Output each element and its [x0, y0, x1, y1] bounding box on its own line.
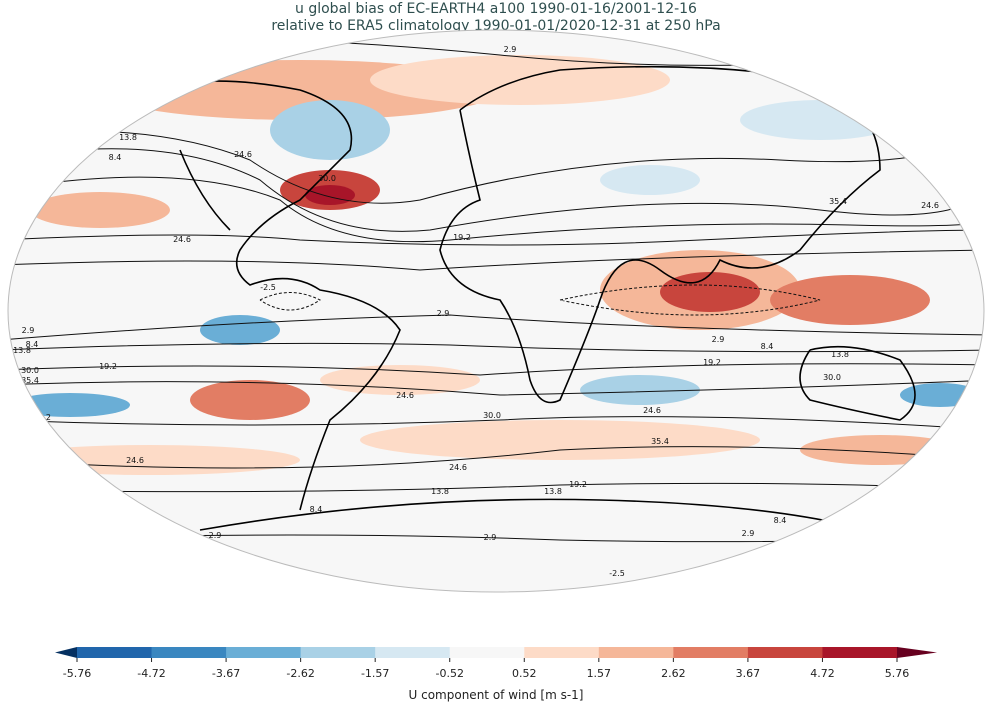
contour-label: 2.9 [149, 45, 162, 54]
contour-label: 35.4 [829, 197, 847, 206]
title-line-2: relative to ERA5 climatology 1990-01-01/… [271, 18, 721, 34]
bias-region [660, 272, 760, 312]
bias-region [600, 165, 700, 195]
contour-label: 13.8 [831, 350, 849, 359]
colorbar-bin [673, 647, 749, 658]
bias-region [740, 100, 900, 140]
contour-label: 24.6 [643, 406, 661, 415]
colorbar-bin [375, 647, 451, 658]
colorbar-tick-label: -1.57 [361, 667, 389, 680]
title-line-1: u global bias of EC-EARTH4 a100 1990-01-… [295, 1, 697, 17]
contour-label: 24.6 [126, 456, 144, 465]
colorbar-tick-label: 5.76 [885, 667, 910, 680]
colorbar-tick-label: 1.57 [587, 667, 612, 680]
bias-region [200, 315, 280, 345]
contour-label: 13.8 [119, 133, 137, 142]
contour-label: 19.2 [36, 175, 54, 184]
contour-label: 35.4 [21, 376, 39, 385]
contour-label: 2.9 [712, 335, 725, 344]
bias-region [30, 192, 170, 228]
contour-label: -2.5 [609, 569, 625, 578]
colorbar-tick-label: -4.72 [137, 667, 165, 680]
bias-region [8, 445, 300, 475]
bias-region [800, 435, 960, 465]
colorbar-tick-label: 3.67 [736, 667, 761, 680]
contour-label: 30.0 [21, 366, 39, 375]
contour-label: 13.8 [544, 487, 562, 496]
contour-label: 19.2 [453, 233, 471, 242]
colorbar-tick-label: -5.76 [63, 667, 91, 680]
contour-label: 8.4 [26, 340, 39, 349]
contour-label: -2.5 [260, 283, 276, 292]
colorbar-bin [77, 647, 153, 658]
colorbar-bin [151, 647, 227, 658]
contour-label: 24.6 [449, 463, 467, 472]
contour-label: 8.4 [774, 516, 787, 525]
contour-label: 19.2 [703, 358, 721, 367]
colorbar-extend-high [897, 647, 937, 658]
contour-label: 19.2 [569, 480, 587, 489]
colorbar-tick-label: 4.72 [810, 667, 835, 680]
contour-label: 8.4 [109, 153, 122, 162]
contour-label: 8.4 [761, 342, 774, 351]
contour-label: 2.9 [742, 529, 755, 538]
colorbar-tick-label: -3.67 [212, 667, 240, 680]
colorbar-tick-label: -2.62 [286, 667, 314, 680]
contour-label: 24.6 [173, 235, 191, 244]
colorbar-bin [598, 647, 674, 658]
contour-label: 30.0 [483, 411, 501, 420]
contour-label: 35.4 [651, 437, 669, 446]
contour-label: 2.9 [209, 531, 222, 540]
bias-region [270, 100, 390, 160]
contour-label: 24.6 [921, 201, 939, 210]
contour-label: 13.8 [13, 346, 31, 355]
contour-label: 2.9 [437, 309, 450, 318]
contour-lines [8, 36, 984, 543]
colorbar-tick-label: 2.62 [661, 667, 686, 680]
colorbar-bin [747, 647, 823, 658]
contour-label: 8.4 [310, 505, 323, 514]
contour-label: 24.6 [234, 150, 252, 159]
colorbar-bin [449, 647, 525, 658]
bias-region [360, 420, 760, 460]
contour-label: 2.9 [484, 533, 497, 542]
contour-label: 30.0 [318, 174, 336, 183]
contour-label: 13.8 [431, 487, 449, 496]
contour-label: 24.6 [396, 391, 414, 400]
contour-label: 2.9 [504, 45, 517, 54]
contour-label: 19.2 [99, 362, 117, 371]
colorbar-bin [822, 647, 898, 658]
colorbar: -5.76 -4.72 -3.67 -2.62 -1.57 -0.52 0.52 1.57 2.… [55, 647, 937, 680]
bias-region [770, 275, 930, 325]
bias-region [10, 393, 130, 417]
colorbar-extend-low [55, 647, 77, 658]
bias-region [190, 380, 310, 420]
colorbar-tick-label: 0.52 [512, 667, 537, 680]
bias-region [900, 383, 980, 407]
colorbar-bin [300, 647, 376, 658]
colorbar-label: U component of wind [m s-1] [409, 688, 584, 702]
colorbar-tick-label: -0.52 [435, 667, 463, 680]
bias-region [580, 375, 700, 405]
colorbar-bin [524, 647, 600, 658]
map-border [7, 29, 985, 593]
contour-label: 30.0 [823, 373, 841, 382]
contour-label: 2.9 [22, 326, 35, 335]
colorbar-bin [226, 647, 302, 658]
map-panel: 2.9 2.98.413.819.224.6 19.22.92.92.98.4 8.4… [8, 30, 984, 592]
